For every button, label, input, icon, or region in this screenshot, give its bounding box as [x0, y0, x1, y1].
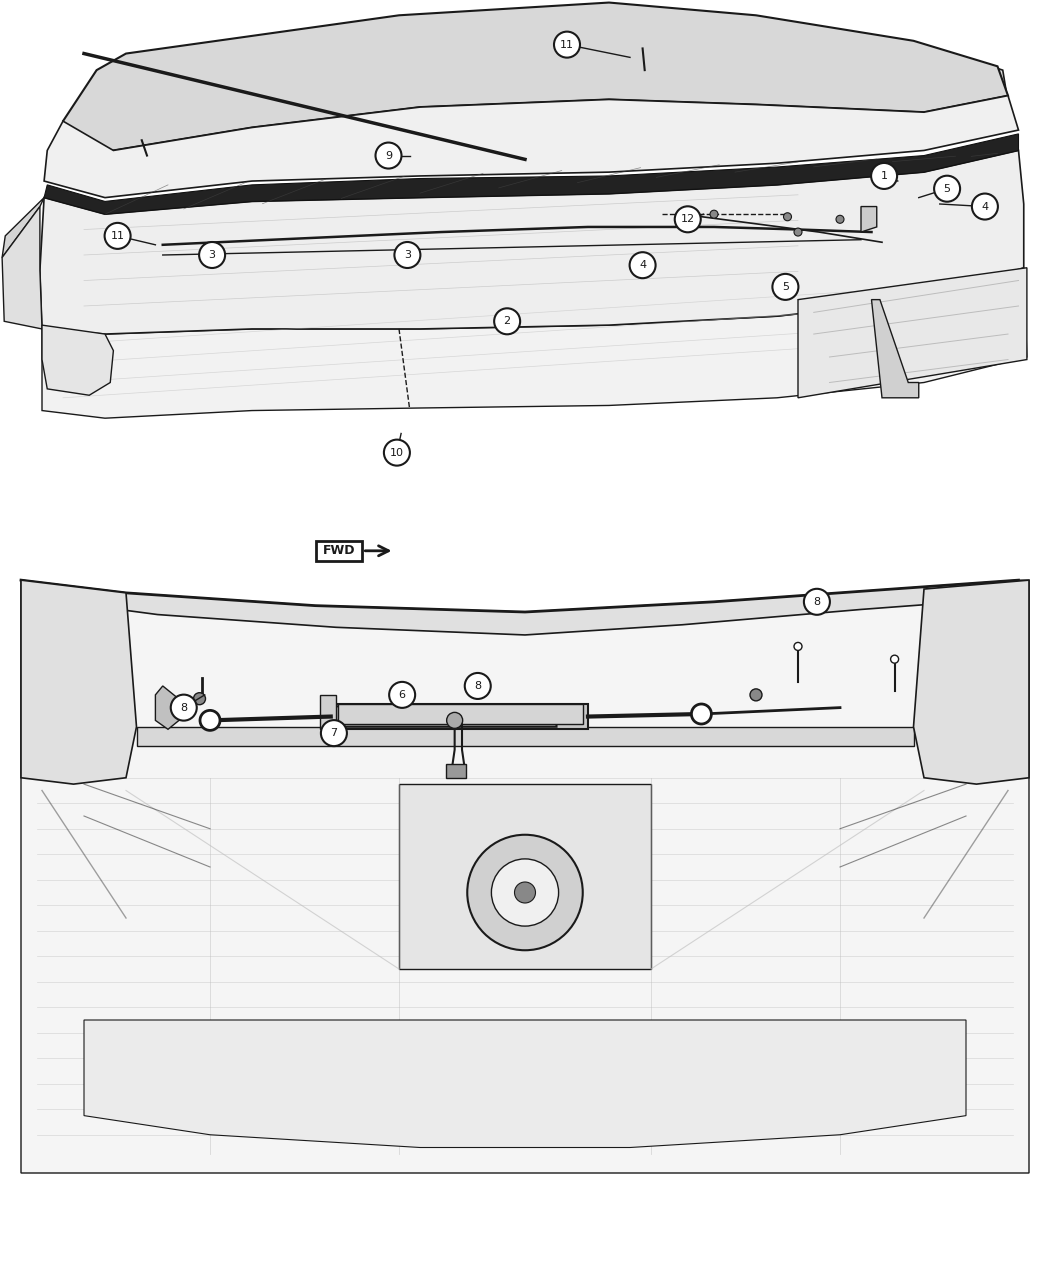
Text: 8: 8	[814, 597, 820, 607]
Circle shape	[710, 210, 718, 218]
Circle shape	[630, 252, 655, 278]
Text: 11: 11	[560, 40, 574, 50]
Polygon shape	[320, 695, 336, 729]
Polygon shape	[914, 580, 1029, 784]
Polygon shape	[136, 727, 914, 746]
Polygon shape	[40, 150, 1024, 334]
Circle shape	[804, 589, 830, 615]
Circle shape	[773, 274, 798, 300]
Circle shape	[465, 673, 490, 699]
Circle shape	[384, 440, 410, 465]
Circle shape	[836, 215, 844, 223]
Polygon shape	[63, 6, 1008, 159]
Circle shape	[105, 223, 130, 249]
Circle shape	[376, 143, 401, 168]
Text: 1: 1	[881, 171, 887, 181]
Text: 2: 2	[504, 316, 510, 326]
Polygon shape	[63, 3, 1008, 150]
Polygon shape	[331, 704, 588, 729]
Circle shape	[890, 655, 899, 663]
FancyBboxPatch shape	[316, 541, 362, 561]
Polygon shape	[798, 268, 1027, 398]
Polygon shape	[44, 96, 1018, 198]
Circle shape	[514, 882, 536, 903]
Circle shape	[495, 309, 520, 334]
Circle shape	[171, 695, 196, 720]
Polygon shape	[21, 580, 1018, 635]
Text: 7: 7	[331, 728, 337, 738]
Circle shape	[794, 228, 802, 236]
FancyBboxPatch shape	[336, 706, 556, 727]
Circle shape	[395, 242, 420, 268]
Polygon shape	[84, 1020, 966, 1148]
Circle shape	[794, 643, 802, 650]
Polygon shape	[155, 686, 184, 729]
Circle shape	[200, 710, 220, 731]
Circle shape	[200, 242, 225, 268]
Circle shape	[467, 835, 583, 950]
Circle shape	[750, 688, 762, 701]
Text: 5: 5	[944, 184, 950, 194]
Polygon shape	[2, 198, 44, 258]
Text: 3: 3	[209, 250, 215, 260]
Circle shape	[972, 194, 998, 219]
Polygon shape	[872, 300, 919, 398]
Polygon shape	[861, 207, 877, 232]
Polygon shape	[21, 580, 136, 784]
Text: 8: 8	[475, 681, 481, 691]
Text: 12: 12	[680, 214, 695, 224]
FancyBboxPatch shape	[446, 764, 466, 778]
Circle shape	[321, 720, 347, 746]
Circle shape	[193, 692, 206, 705]
Circle shape	[390, 682, 415, 708]
Text: 5: 5	[782, 282, 789, 292]
Circle shape	[872, 163, 897, 189]
Text: 6: 6	[399, 690, 405, 700]
Circle shape	[554, 32, 580, 57]
Text: 8: 8	[181, 703, 187, 713]
Circle shape	[675, 207, 700, 232]
Text: 4: 4	[639, 260, 646, 270]
Polygon shape	[399, 784, 651, 969]
Polygon shape	[338, 704, 583, 724]
Polygon shape	[42, 268, 1027, 418]
Circle shape	[691, 704, 712, 724]
Text: 4: 4	[982, 201, 988, 212]
Polygon shape	[21, 580, 1029, 1173]
Text: 11: 11	[110, 231, 125, 241]
Circle shape	[934, 176, 960, 201]
Circle shape	[491, 859, 559, 926]
Text: 3: 3	[404, 250, 411, 260]
Text: FWD: FWD	[323, 544, 356, 557]
Circle shape	[783, 213, 792, 221]
Polygon shape	[44, 134, 1018, 214]
Polygon shape	[42, 325, 113, 395]
Text: 10: 10	[390, 448, 404, 458]
Circle shape	[446, 713, 463, 728]
Polygon shape	[2, 207, 42, 329]
Text: 9: 9	[385, 150, 392, 161]
